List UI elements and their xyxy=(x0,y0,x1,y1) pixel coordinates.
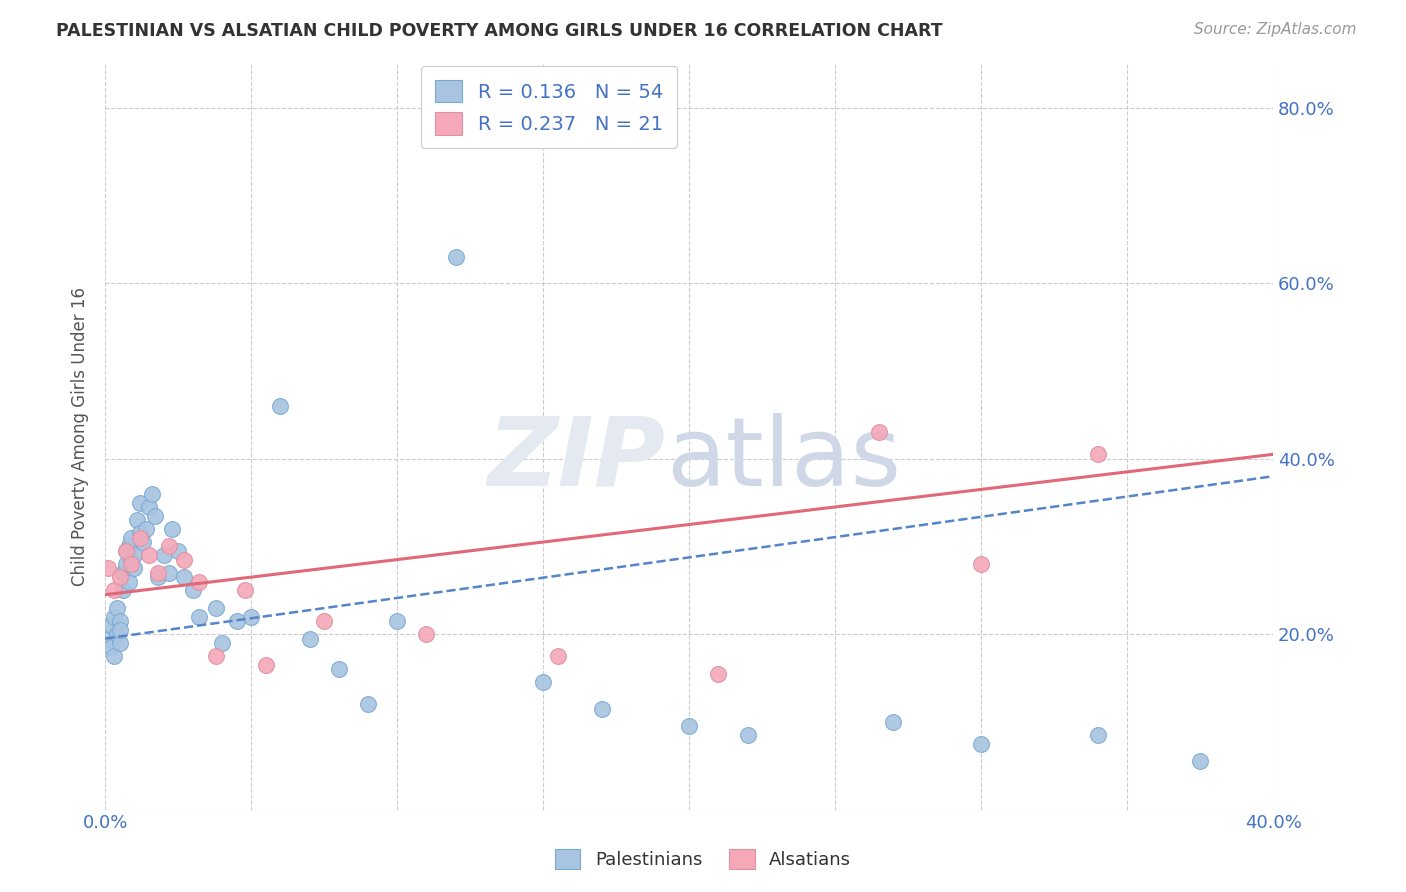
Point xyxy=(298,632,321,646)
Point xyxy=(547,648,569,663)
Point xyxy=(159,540,181,554)
Point xyxy=(146,566,169,580)
Point xyxy=(97,632,120,646)
Legend: Palestinians, Alsatians: Palestinians, Alsatians xyxy=(546,839,860,879)
Point xyxy=(103,648,125,663)
Point xyxy=(108,570,131,584)
Y-axis label: Child Poverty Among Girls Under 16: Child Poverty Among Girls Under 16 xyxy=(72,287,89,586)
Point xyxy=(591,701,613,715)
Point xyxy=(124,548,146,562)
Text: Source: ZipAtlas.com: Source: ZipAtlas.com xyxy=(1194,22,1357,37)
Point xyxy=(152,548,174,562)
Point xyxy=(135,522,157,536)
Point xyxy=(737,728,759,742)
Point xyxy=(868,425,890,440)
Point xyxy=(187,574,209,589)
Point xyxy=(970,557,993,571)
Point xyxy=(138,548,160,562)
Point xyxy=(114,544,136,558)
Point xyxy=(100,618,122,632)
Point xyxy=(187,609,209,624)
Point xyxy=(162,522,184,536)
Point xyxy=(707,666,730,681)
Point xyxy=(444,250,467,264)
Point xyxy=(385,614,408,628)
Point xyxy=(143,508,166,523)
Point xyxy=(211,636,233,650)
Text: ZIP: ZIP xyxy=(488,413,666,506)
Text: atlas: atlas xyxy=(666,413,901,506)
Point xyxy=(269,399,291,413)
Point xyxy=(173,552,195,566)
Point xyxy=(205,648,228,663)
Point xyxy=(415,627,437,641)
Point xyxy=(141,487,163,501)
Point xyxy=(235,583,257,598)
Point xyxy=(111,583,134,598)
Point xyxy=(105,600,128,615)
Point xyxy=(314,614,336,628)
Point xyxy=(225,614,247,628)
Point xyxy=(111,566,134,580)
Point xyxy=(105,627,128,641)
Point xyxy=(103,609,125,624)
Point xyxy=(121,552,143,566)
Point xyxy=(108,636,131,650)
Point xyxy=(100,640,122,655)
Point xyxy=(357,698,380,712)
Point xyxy=(882,714,904,729)
Point xyxy=(146,570,169,584)
Point xyxy=(1189,754,1212,768)
Point xyxy=(108,614,131,628)
Point xyxy=(108,623,131,637)
Point xyxy=(181,583,204,598)
Point xyxy=(117,574,139,589)
Point xyxy=(328,662,350,676)
Point xyxy=(678,719,700,733)
Point xyxy=(159,566,181,580)
Point xyxy=(97,561,120,575)
Point xyxy=(1087,447,1109,461)
Point xyxy=(173,570,195,584)
Point xyxy=(138,500,160,514)
Point xyxy=(167,544,190,558)
Point xyxy=(531,675,554,690)
Point xyxy=(129,526,152,541)
Point xyxy=(117,540,139,554)
Point xyxy=(127,513,149,527)
Point xyxy=(240,609,263,624)
Point xyxy=(114,544,136,558)
Point xyxy=(124,561,146,575)
Point xyxy=(129,495,152,509)
Text: PALESTINIAN VS ALSATIAN CHILD POVERTY AMONG GIRLS UNDER 16 CORRELATION CHART: PALESTINIAN VS ALSATIAN CHILD POVERTY AM… xyxy=(56,22,943,40)
Point xyxy=(129,531,152,545)
Point xyxy=(121,531,143,545)
Point xyxy=(205,600,228,615)
Point xyxy=(970,737,993,751)
Point xyxy=(103,583,125,598)
Point xyxy=(114,557,136,571)
Legend: R = 0.136   N = 54, R = 0.237   N = 21: R = 0.136 N = 54, R = 0.237 N = 21 xyxy=(422,66,676,148)
Point xyxy=(1087,728,1109,742)
Point xyxy=(121,557,143,571)
Point xyxy=(254,657,277,672)
Point xyxy=(132,535,155,549)
